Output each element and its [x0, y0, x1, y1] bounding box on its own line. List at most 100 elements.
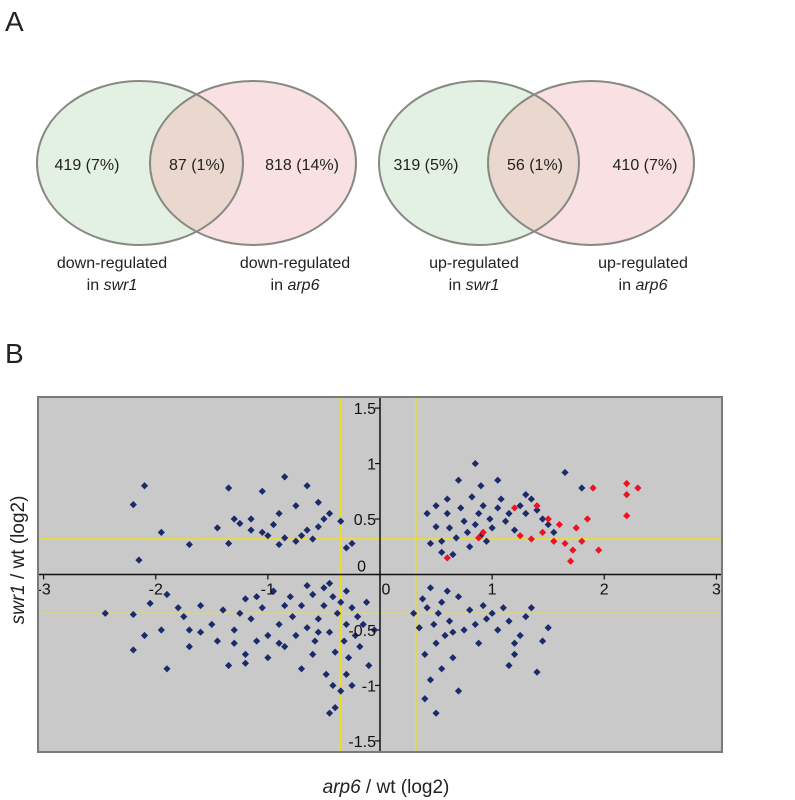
- data-point-blue: [337, 598, 345, 606]
- data-point-blue: [449, 628, 457, 636]
- data-point-red: [583, 515, 592, 523]
- data-point-blue: [258, 528, 266, 536]
- data-point-blue: [213, 637, 222, 645]
- data-point-blue: [225, 539, 233, 548]
- venn-outline-swr1-down: [36, 80, 244, 246]
- x-axis-label: arp6 / wt (log2): [323, 777, 450, 798]
- data-point-blue: [486, 515, 494, 523]
- data-point-blue: [527, 495, 535, 503]
- venn-overlap-down: [150, 81, 243, 245]
- data-point-blue: [140, 482, 149, 490]
- data-point-blue: [309, 535, 317, 543]
- data-point-blue: [325, 709, 334, 717]
- data-point-blue: [468, 493, 476, 501]
- data-point-blue: [438, 665, 446, 673]
- data-point-blue: [434, 609, 442, 617]
- data-point-blue: [538, 637, 547, 645]
- plot-border: [37, 396, 723, 753]
- label-swr1-up-line1: up-regulated: [429, 255, 519, 272]
- count-arp6-only-up: 410 (7%): [613, 157, 678, 174]
- data-point-red: [578, 537, 586, 545]
- data-point-red: [572, 524, 580, 532]
- label-arp6-down-line2: in arp6: [271, 277, 320, 294]
- label-swr1-down-line2: in swr1: [87, 277, 138, 294]
- x-tick-label: 2: [600, 582, 609, 599]
- data-point-blue: [410, 609, 418, 617]
- data-point-blue: [247, 615, 255, 623]
- data-point-blue: [415, 624, 423, 632]
- data-point-blue: [419, 595, 427, 603]
- data-point-blue: [356, 643, 364, 651]
- data-point-blue: [516, 631, 524, 640]
- data-point-blue: [475, 639, 483, 647]
- data-point-blue: [505, 661, 513, 670]
- data-point-red: [623, 491, 631, 499]
- data-point-red: [555, 520, 564, 529]
- data-point-blue: [281, 473, 289, 481]
- data-point-blue: [457, 504, 465, 512]
- data-point-blue: [550, 528, 558, 536]
- venn-diagram-down: 419 (7%) 87 (1%) 818 (14%) down-regulate…: [36, 80, 357, 294]
- data-point-blue: [219, 606, 227, 614]
- data-point-blue: [460, 626, 468, 634]
- data-point-blue: [303, 482, 311, 490]
- data-point-blue: [297, 532, 306, 540]
- label-swr1-up-line2: in swr1: [449, 277, 500, 294]
- data-point-blue: [471, 620, 479, 629]
- data-point-blue: [342, 670, 350, 678]
- data-point-blue: [482, 615, 491, 623]
- data-point-red: [443, 554, 451, 562]
- data-point-blue: [348, 681, 356, 690]
- data-point-blue: [325, 509, 334, 518]
- data-point-blue: [443, 587, 451, 595]
- count-overlap-up: 56 (1%): [507, 157, 563, 174]
- data-point-blue: [275, 620, 283, 629]
- data-point-blue: [477, 482, 485, 490]
- data-point-blue: [157, 626, 165, 634]
- data-point-blue: [303, 624, 311, 632]
- data-point-blue: [432, 709, 440, 717]
- data-point-blue: [241, 659, 250, 667]
- data-point-blue: [337, 517, 345, 525]
- data-point-red: [538, 528, 547, 536]
- data-point-blue: [140, 631, 149, 640]
- data-point-blue: [561, 468, 569, 477]
- data-point-blue: [522, 509, 530, 518]
- data-point-blue: [423, 604, 431, 612]
- data-point-red: [589, 484, 597, 492]
- data-point-blue: [174, 604, 182, 612]
- data-point-blue: [494, 476, 502, 484]
- data-point-blue: [471, 459, 479, 468]
- x-tick-label: -1: [261, 582, 275, 599]
- data-point-blue: [426, 584, 435, 592]
- data-point-blue: [463, 528, 472, 536]
- data-point-blue: [325, 628, 334, 636]
- x-tick-label: 0: [382, 582, 391, 599]
- data-point-blue: [475, 509, 483, 518]
- data-point-blue: [342, 544, 350, 552]
- data-point-blue: [281, 601, 289, 610]
- data-point-red: [634, 484, 642, 492]
- data-point-blue: [359, 620, 367, 629]
- data-point-red: [527, 535, 535, 543]
- y-tick-label: -1.5: [348, 734, 376, 751]
- data-point-blue: [479, 601, 487, 610]
- data-point-blue: [423, 509, 431, 518]
- data-point-blue: [348, 539, 356, 548]
- data-point-blue: [353, 613, 362, 621]
- count-arp6-only-down: 818 (14%): [265, 157, 339, 174]
- data-point-blue: [230, 639, 238, 647]
- data-point-blue: [292, 537, 300, 545]
- venn-overlap-up: [488, 81, 579, 245]
- data-point-blue: [365, 661, 373, 670]
- data-point-blue: [345, 654, 353, 662]
- data-point-blue: [314, 523, 322, 531]
- y-axis-label: swr1 / wt (log2): [8, 496, 29, 625]
- data-point-blue: [441, 631, 449, 640]
- data-point-blue: [421, 650, 429, 658]
- data-point-blue: [236, 519, 244, 528]
- count-overlap-down: 87 (1%): [169, 157, 225, 174]
- data-point-blue: [443, 495, 451, 503]
- data-point-blue: [185, 540, 193, 549]
